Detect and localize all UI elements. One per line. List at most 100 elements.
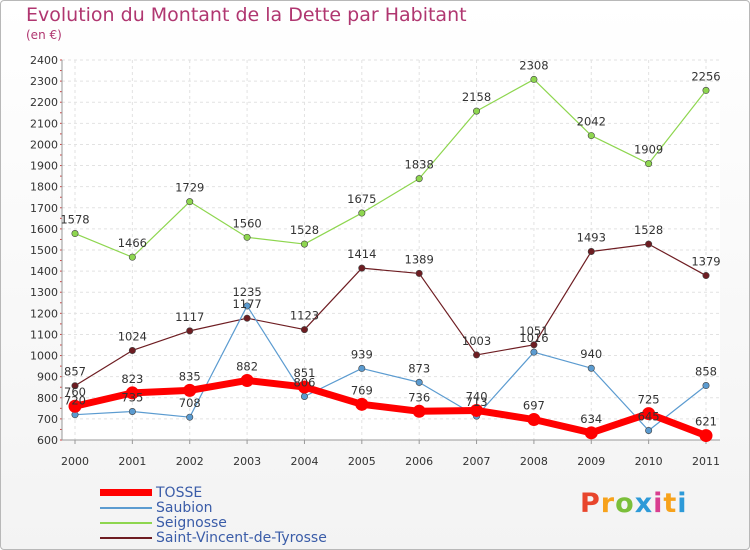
data-point [702, 86, 710, 94]
data-point [415, 378, 423, 386]
data-point [297, 380, 311, 394]
series-saint-vincent-de-tyrosse [71, 240, 710, 390]
data-point [183, 383, 197, 397]
data-point [358, 209, 366, 217]
legend-label: TOSSE [156, 484, 203, 501]
data-label: 823 [121, 372, 143, 386]
data-label: 1528 [634, 223, 663, 237]
data-label: 769 [351, 383, 373, 397]
legend: TOSSE Saubion Seignosse Saint-Vincent-de-Ty… [100, 484, 327, 546]
y-tick-label: 2100 [30, 117, 58, 130]
legend-swatch [100, 489, 152, 496]
y-tick-label: 2400 [30, 54, 58, 67]
x-tick-label: 2008 [520, 455, 548, 468]
series-line-seignosse [74, 78, 707, 258]
y-tick-label: 1500 [30, 244, 58, 257]
data-label: 720 [64, 394, 86, 408]
data-label: 760 [64, 385, 86, 399]
chart-subtitle: (en €) [26, 28, 62, 42]
y-tick-label: 1000 [30, 350, 58, 363]
y-tick-label: 2000 [30, 138, 58, 151]
data-point [702, 382, 710, 390]
data-point [186, 327, 194, 335]
y-tick-label: 1400 [30, 265, 58, 278]
data-point [68, 399, 82, 413]
chart-title: Evolution du Montant de la Dette par Hab… [26, 4, 467, 26]
data-point [530, 348, 538, 356]
data-point [527, 413, 541, 427]
data-label: 2256 [691, 69, 720, 83]
data-point [645, 160, 653, 168]
data-label: 708 [179, 396, 201, 410]
y-tick-label: 700 [37, 413, 58, 426]
data-label: 1578 [60, 213, 89, 227]
data-point [412, 404, 426, 418]
data-label: 1003 [462, 334, 491, 348]
logo-letter: o [615, 488, 635, 519]
y-tick-label: 1800 [30, 181, 58, 194]
series-layer [68, 75, 713, 443]
logo-letter: r [600, 488, 616, 519]
data-label: 1909 [634, 143, 663, 157]
y-tick-label: 2300 [30, 75, 58, 88]
y-tick-label: 600 [37, 434, 58, 447]
data-point [415, 175, 423, 183]
data-label: 857 [64, 365, 86, 379]
data-label: 1389 [405, 252, 434, 266]
y-tick-label: 900 [37, 371, 58, 384]
data-point [125, 386, 139, 400]
logo-letter: i [677, 488, 688, 519]
y-tick-label: 1200 [30, 307, 58, 320]
data-label: 2158 [462, 90, 491, 104]
data-point [300, 393, 308, 401]
data-point [645, 240, 653, 248]
legend-label: Saint-Vincent-de-Tyrosse [156, 529, 327, 546]
data-label: 1414 [347, 247, 376, 261]
legend-item-saubion: Saubion [100, 500, 327, 516]
series-seignosse [71, 75, 710, 261]
data-label: 806 [293, 376, 315, 390]
data-point [642, 407, 656, 421]
data-label: 882 [236, 359, 258, 373]
data-label: 1675 [347, 192, 376, 206]
data-label: 1493 [577, 230, 606, 244]
x-tick-label: 2000 [61, 455, 89, 468]
data-point [470, 403, 484, 417]
proxiti-logo: Proxiti [580, 488, 688, 519]
data-point [699, 429, 713, 443]
legend-swatch [100, 521, 152, 524]
logo-letter: P [580, 488, 601, 519]
logo-letter: t [663, 488, 678, 519]
y-tick-label: 1100 [30, 328, 58, 341]
data-point [240, 373, 254, 387]
series-line-tosse [74, 376, 708, 439]
data-point [243, 314, 251, 322]
legend-item-seignosse: Seignosse [100, 515, 327, 531]
data-label: 2308 [519, 58, 548, 72]
data-point [530, 341, 538, 349]
data-label: 835 [179, 369, 201, 383]
data-label: 736 [408, 390, 430, 404]
legend-item-saint-vincent-de-tyrosse: Saint-Vincent-de-Tyrosse [100, 529, 327, 546]
x-tick-label: 2003 [233, 455, 261, 468]
data-point [702, 272, 710, 280]
data-label: 873 [408, 361, 430, 375]
x-tick-label: 2004 [290, 455, 318, 468]
data-label: 1560 [232, 216, 261, 230]
x-tick-label: 2011 [692, 455, 720, 468]
data-label: 1117 [175, 310, 204, 324]
data-label: 735 [121, 391, 143, 405]
data-label: 940 [580, 347, 602, 361]
y-tick-label: 1300 [30, 286, 58, 299]
data-label: 1051 [519, 324, 548, 338]
data-label: 1024 [118, 329, 147, 343]
y-tick-label: 2200 [30, 96, 58, 109]
data-point [358, 264, 366, 272]
data-point [186, 413, 194, 421]
series-line-saubion [74, 305, 707, 432]
data-label: 713 [466, 395, 488, 409]
data-label: 645 [638, 410, 660, 424]
grid [62, 59, 720, 441]
data-label: 1466 [118, 236, 147, 250]
data-point [415, 269, 423, 277]
